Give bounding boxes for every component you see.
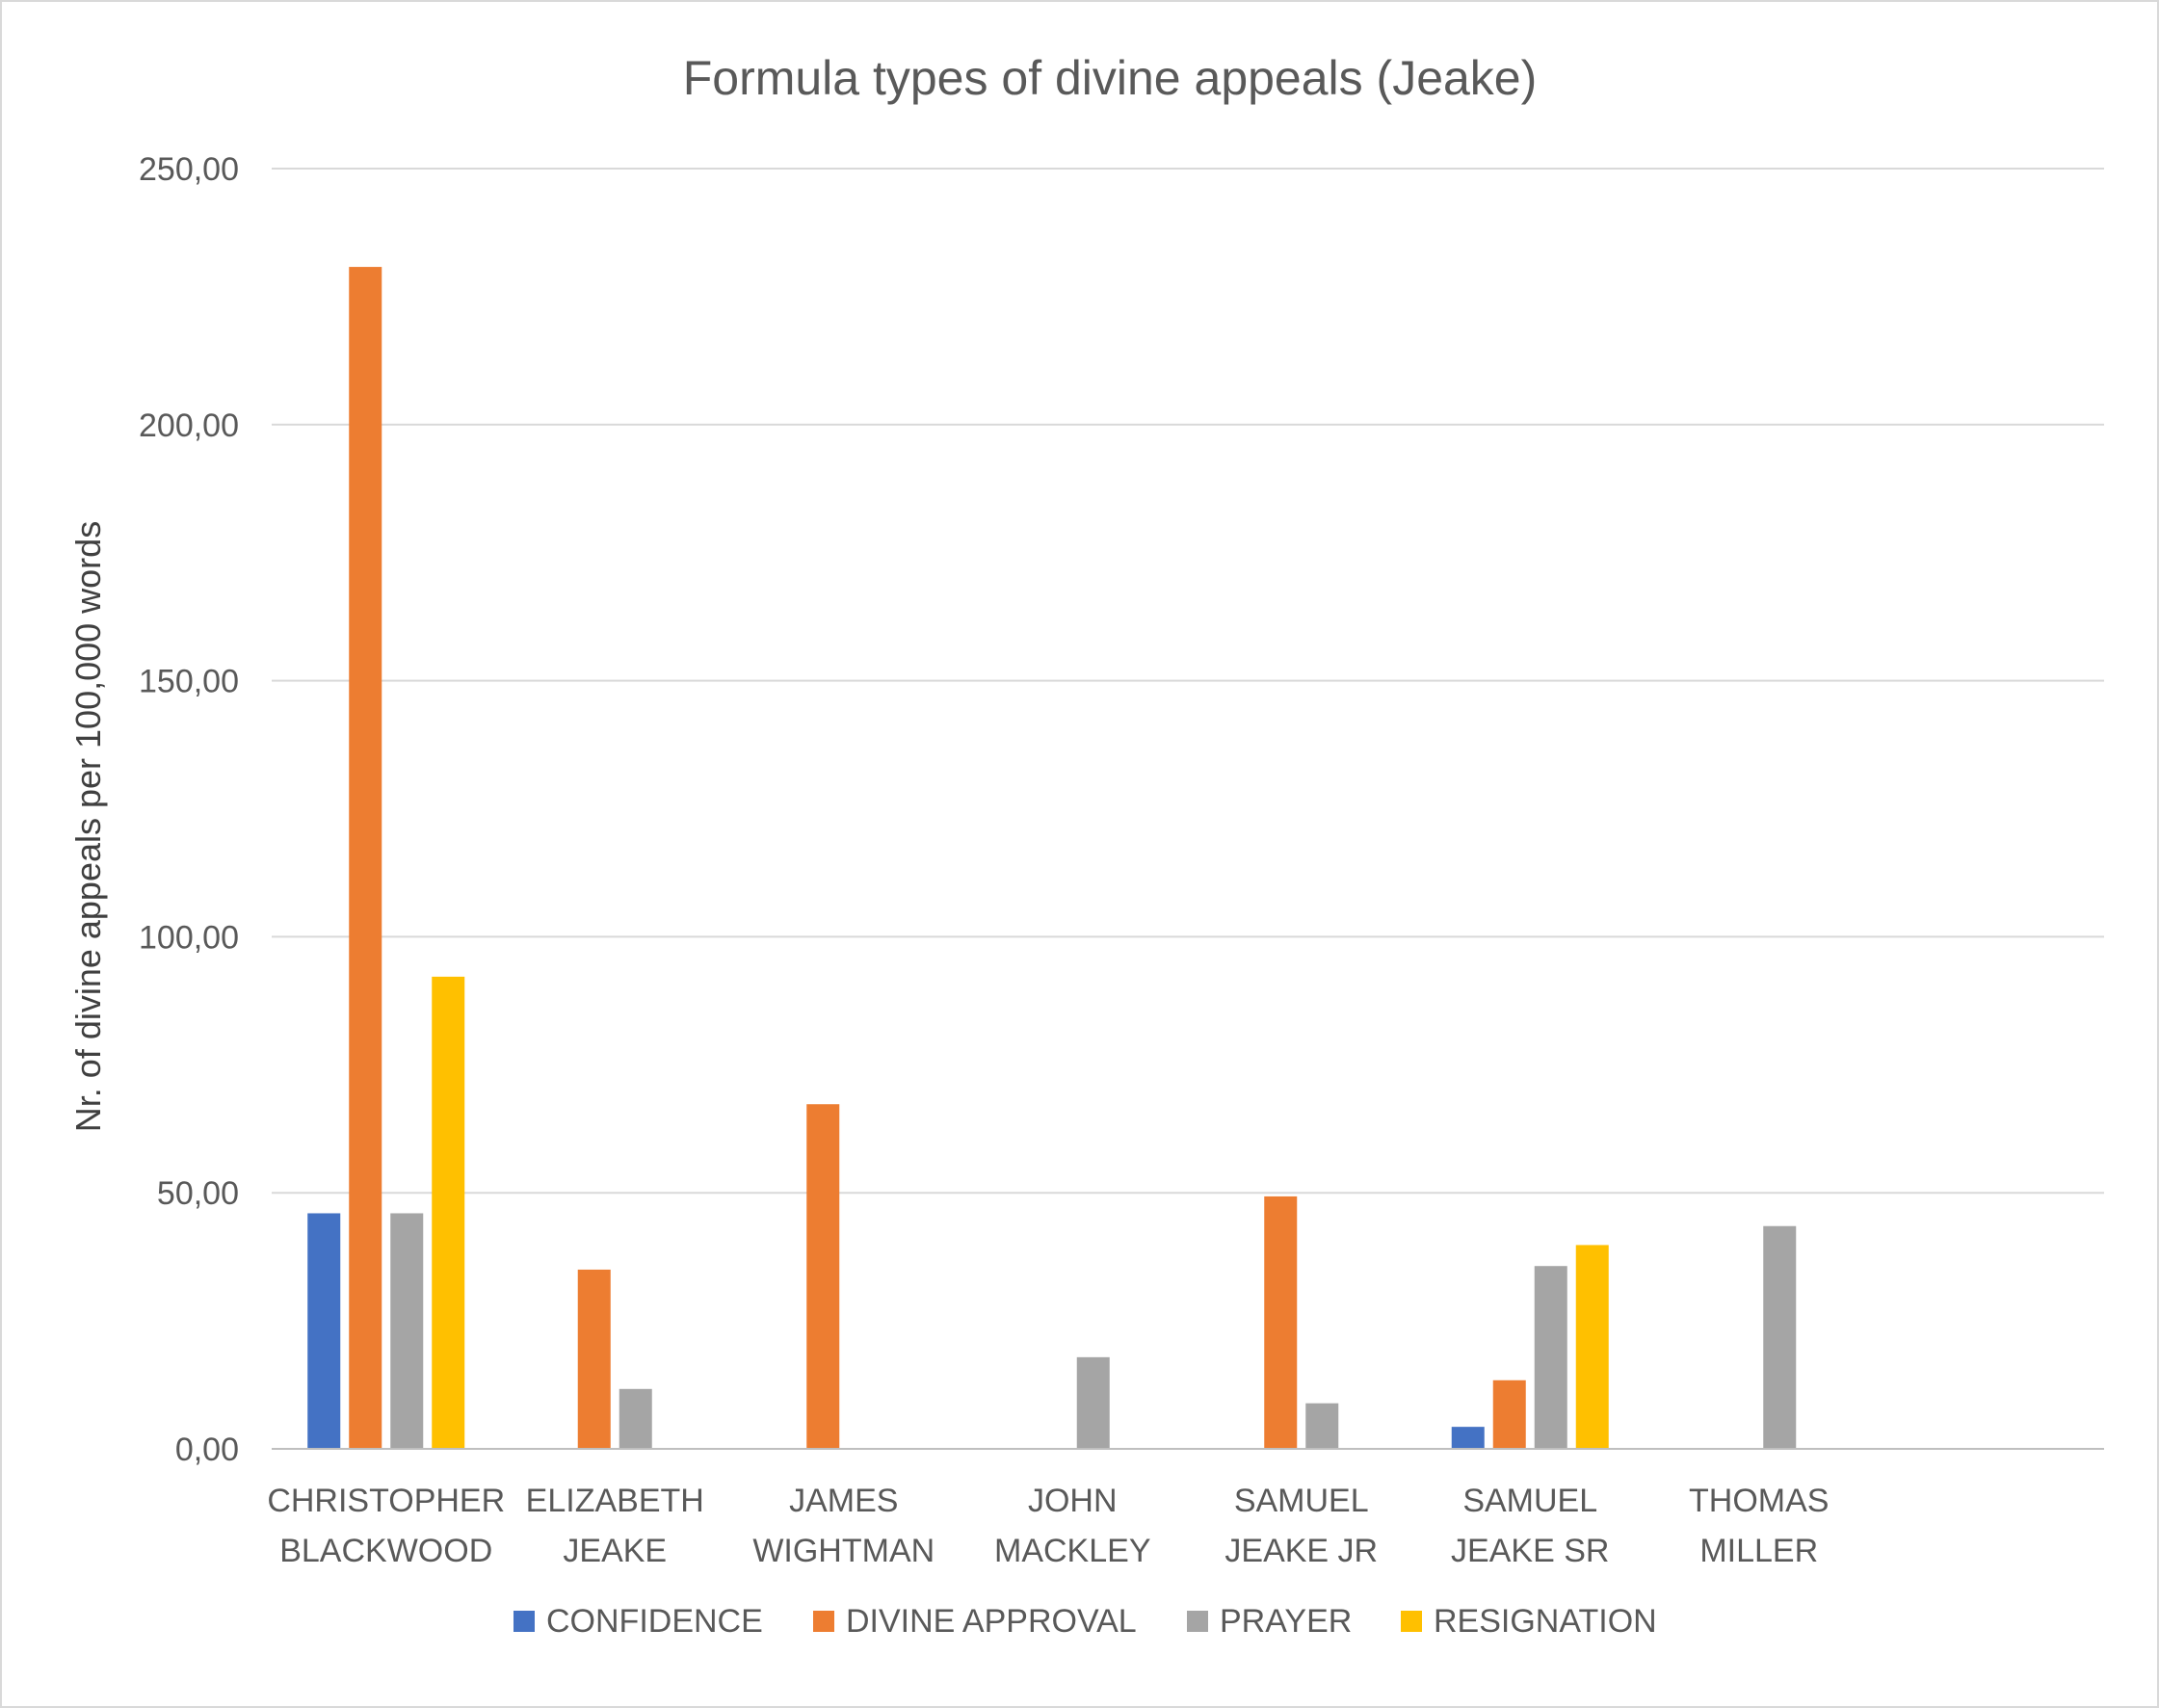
bar [1451, 1427, 1485, 1449]
x-tick-label: JEAKE JR [1224, 1533, 1378, 1569]
bar [307, 1213, 341, 1449]
bar [1076, 1356, 1110, 1449]
bar [349, 267, 382, 1450]
legend-label: DIVINE APPROVAL [846, 1603, 1137, 1640]
legend-swatch [513, 1611, 535, 1632]
x-tick-label: JEAKE [563, 1533, 667, 1569]
gridlines [272, 168, 2104, 1195]
bar [1763, 1225, 1797, 1449]
x-tick-label: JOHN [1028, 1483, 1118, 1519]
y-tick-label: 0,00 [175, 1432, 239, 1468]
x-axis-ticks: CHRISTOPHER BLACKWOOD ELIZABETH JEAKE JAMES W… [267, 1483, 1829, 1569]
legend-swatch [813, 1611, 834, 1632]
legend: CONFIDENCE DIVINE APPROVAL PRAYER RESIGNATI… [513, 1603, 1657, 1640]
bar [432, 976, 465, 1449]
x-tick-label: MACKLEY [994, 1533, 1151, 1569]
x-tick-label: JEAKE SR [1451, 1533, 1609, 1569]
bar [1492, 1380, 1526, 1449]
x-tick-label: ELIZABETH [526, 1483, 704, 1519]
x-tick-label: BLACKWOOD [279, 1533, 492, 1569]
x-tick-label: SAMUEL [1462, 1483, 1597, 1519]
legend-label: PRAYER [1220, 1603, 1352, 1640]
y-tick-label: 200,00 [139, 407, 239, 444]
y-axis-ticks: 0,00 50,00 100,00 150,00 200,00 250,00 [139, 151, 239, 1468]
bar [1534, 1266, 1567, 1449]
y-tick-label: 50,00 [157, 1175, 239, 1212]
bar [1575, 1245, 1609, 1449]
bars [307, 267, 1797, 1450]
x-tick-label: MILLER [1699, 1533, 1818, 1569]
bar [1264, 1196, 1298, 1449]
bar [619, 1388, 652, 1449]
x-tick-label: WIGHTMAN [752, 1533, 935, 1569]
y-tick-label: 150,00 [139, 664, 239, 700]
legend-swatch [1401, 1611, 1422, 1632]
x-tick-label: SAMUEL [1234, 1483, 1369, 1519]
chart-title: Formula types of divine appeals (Jeake) [683, 51, 1538, 105]
bar [806, 1104, 840, 1449]
y-tick-label: 100,00 [139, 919, 239, 956]
y-tick-label: 250,00 [139, 151, 239, 188]
y-axis-label: Nr. of divine appeals per 100,000 words [68, 521, 108, 1132]
legend-label: CONFIDENCE [546, 1603, 763, 1640]
bar [1305, 1403, 1339, 1449]
bar [577, 1269, 611, 1449]
legend-label: RESIGNATION [1434, 1603, 1657, 1640]
bar [390, 1213, 424, 1449]
x-tick-label: JAMES [789, 1483, 898, 1519]
x-tick-label: CHRISTOPHER [267, 1483, 505, 1519]
x-tick-label: THOMAS [1689, 1483, 1829, 1519]
legend-swatch [1187, 1611, 1208, 1632]
